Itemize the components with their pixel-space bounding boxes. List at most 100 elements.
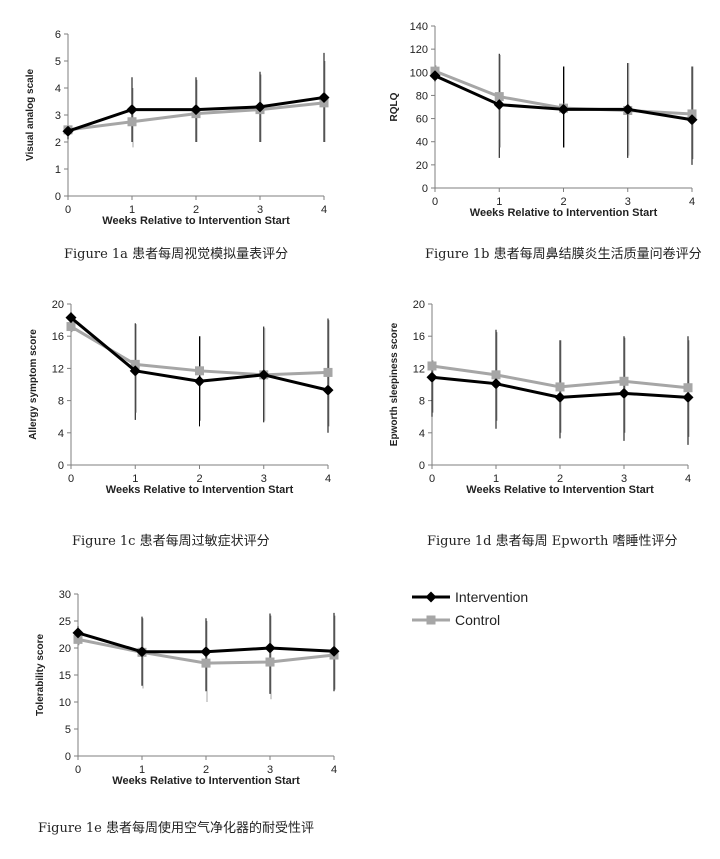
y-tick-label: 5 — [65, 724, 71, 736]
y-tick-label: 140 — [410, 21, 428, 33]
intervention-marker — [425, 591, 437, 603]
x-tick-label: 1 — [132, 473, 138, 485]
control-marker — [130, 359, 140, 369]
x-tick-label: 2 — [560, 196, 566, 208]
y-tick-label: 4 — [55, 83, 61, 95]
intervention-marker — [322, 384, 334, 396]
x-tick-label: 1 — [493, 473, 499, 485]
y-tick-label: 60 — [416, 114, 428, 126]
y-tick-label: 40 — [416, 137, 428, 149]
chart-1e: 0 5 10 15 20 25 30 0 1 2 3 4 Weeks Relative to Inter… — [35, 589, 340, 836]
intervention-marker — [490, 378, 502, 390]
x-tick-label: 3 — [621, 473, 627, 485]
y-axis-title: Visual analog scale — [25, 69, 36, 162]
x-axis-title: Weeks Relative to Intervention Start — [102, 215, 290, 227]
x-tick-label: 2 — [557, 473, 563, 485]
intervention-marker — [190, 104, 202, 116]
intervention-marker — [194, 375, 205, 387]
y-tick-label: 15 — [59, 670, 71, 682]
control-marker — [619, 376, 629, 386]
intervention-marker — [62, 125, 74, 137]
y-axis-title: Epworth sleepiness score — [389, 322, 400, 446]
x-tick-label: 4 — [325, 473, 331, 485]
y-axis-title: Tolerability score — [35, 634, 46, 717]
y-tick-label: 30 — [59, 589, 71, 601]
y-tick-label: 12 — [413, 363, 425, 375]
y-tick-label: 0 — [422, 183, 428, 195]
figure-caption: Figure 1d 患者每周 Epworth 嗜睡性评分 — [427, 533, 677, 549]
figure-caption: Figure 1a 患者每周视觉模拟量表评分 — [64, 246, 288, 262]
x-axis-title: Weeks Relative to Intervention Start — [106, 484, 294, 496]
y-tick-label: 20 — [52, 299, 64, 311]
control-marker — [127, 117, 137, 127]
y-tick-label: 20 — [59, 643, 71, 655]
intervention-marker — [126, 104, 138, 116]
y-axis-title: RQLQ — [389, 92, 400, 121]
x-tick-label: 3 — [261, 473, 267, 485]
y-tick-label: 0 — [419, 460, 425, 472]
y-tick-label: 6 — [55, 29, 61, 41]
y-tick-label: 16 — [413, 331, 425, 343]
y-tick-label: 2 — [55, 137, 61, 149]
control-marker — [683, 383, 693, 393]
figure-caption: Figure 1c 患者每周过敏症状评分 — [72, 533, 270, 549]
x-tick-label: 2 — [203, 764, 209, 776]
x-tick-label: 2 — [193, 204, 199, 216]
legend-label: Control — [455, 612, 500, 628]
intervention-marker — [264, 642, 276, 654]
control-marker — [555, 382, 565, 392]
y-axis-title: Allergy symptom score — [28, 329, 39, 440]
control-marker — [265, 657, 275, 667]
intervention-marker — [254, 101, 266, 113]
x-tick-label: 0 — [75, 764, 81, 776]
intervention-marker — [200, 646, 212, 658]
y-tick-label: 0 — [58, 460, 64, 472]
control-marker — [201, 658, 211, 668]
x-tick-label: 4 — [685, 473, 691, 485]
control-marker — [195, 366, 204, 376]
intervention-marker — [558, 103, 569, 115]
y-tick-label: 20 — [413, 299, 425, 311]
x-axis-title: Weeks Relative to Intervention Start — [112, 775, 300, 787]
control-marker — [494, 92, 504, 102]
y-tick-label: 16 — [52, 331, 64, 343]
control-marker — [491, 370, 501, 380]
intervention-marker — [622, 103, 634, 115]
control-marker — [323, 367, 333, 377]
x-tick-label: 4 — [689, 196, 695, 208]
figure-caption: Figure 1e 患者每周使用空气净化器的耐受性评 — [38, 820, 314, 836]
x-tick-label: 0 — [432, 196, 438, 208]
y-tick-label: 120 — [410, 44, 428, 56]
y-tick-label: 20 — [416, 160, 428, 172]
x-tick-label: 2 — [196, 473, 202, 485]
y-tick-label: 3 — [55, 110, 61, 122]
x-axis-title: Weeks Relative to Intervention Start — [466, 484, 654, 496]
y-tick-label: 100 — [410, 67, 428, 79]
control-marker — [426, 615, 436, 625]
y-tick-label: 1 — [55, 164, 61, 176]
y-tick-label: 8 — [58, 396, 64, 408]
x-tick-label: 1 — [139, 764, 145, 776]
y-tick-label: 10 — [59, 697, 71, 709]
intervention-marker — [682, 391, 694, 403]
intervention-marker — [129, 365, 141, 377]
x-tick-label: 0 — [68, 473, 74, 485]
y-tick-label: 12 — [52, 363, 64, 375]
intervention-marker — [429, 70, 441, 82]
y-tick-label: 5 — [55, 56, 61, 68]
intervention-marker — [65, 312, 77, 324]
legend: Intervention Control — [412, 589, 528, 628]
control-marker — [66, 322, 76, 332]
y-tick-label: 80 — [416, 90, 428, 102]
y-tick-label: 8 — [419, 396, 425, 408]
y-tick-label: 0 — [55, 191, 61, 203]
x-tick-label: 4 — [321, 204, 327, 216]
x-tick-label: 0 — [429, 473, 435, 485]
control-marker — [687, 109, 697, 119]
x-axis-title: Weeks Relative to Intervention Start — [470, 207, 658, 219]
figure-caption: Figure 1b 患者每周鼻结膜炎生活质量问卷评分 — [425, 246, 702, 262]
intervention-marker — [554, 391, 566, 403]
